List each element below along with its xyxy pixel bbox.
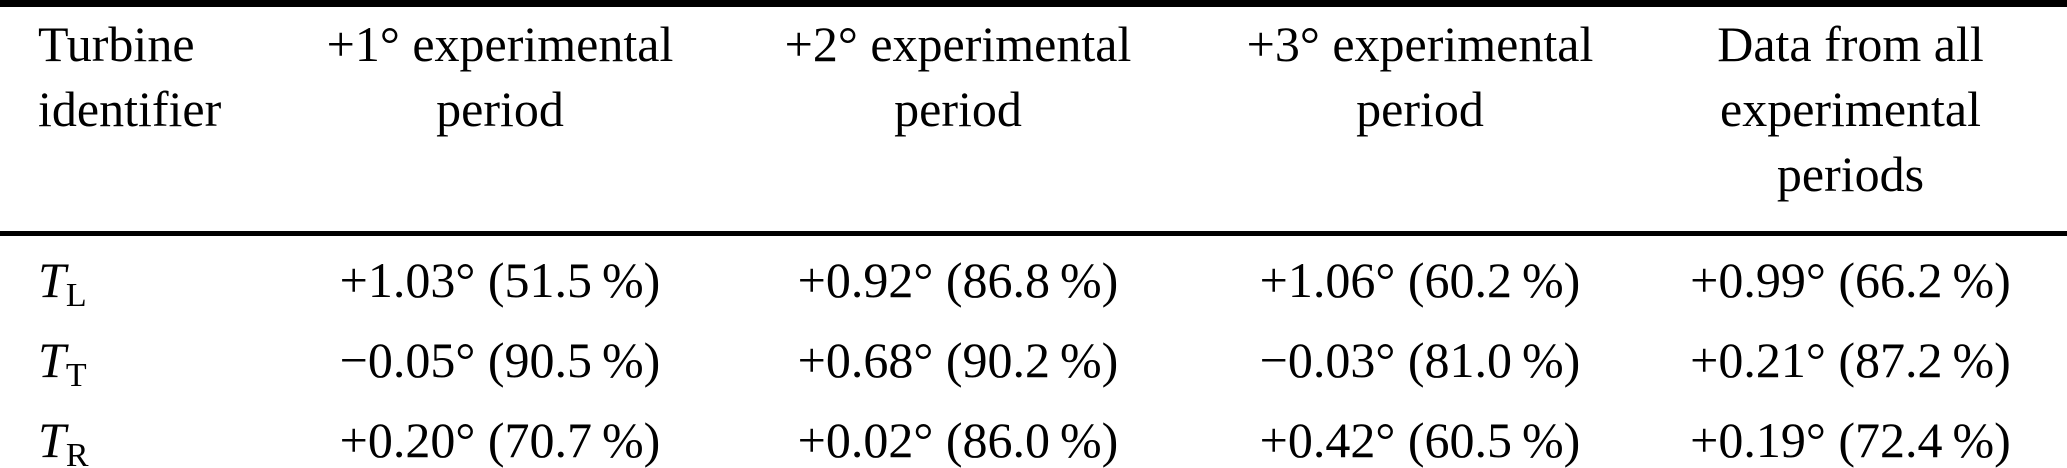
cell-turbine-id: TR xyxy=(0,408,290,468)
column-header-plus2-period: +2° experimental period xyxy=(710,3,1206,236)
cell-turbine-id: TL xyxy=(0,234,290,329)
column-header-plus3-period: +3° experimental period xyxy=(1206,3,1634,236)
cell-value: +1.03° (51.5 %) xyxy=(339,252,661,308)
table-header: Turbine identifier +1° experimental peri… xyxy=(0,3,2067,236)
cell-value: +0.92° (86.8 %) xyxy=(797,252,1119,308)
cell-value: +0.68° (90.2 %) xyxy=(797,332,1119,388)
column-header-turbine-identifier: Turbine identifier xyxy=(0,3,290,236)
cell-value: +0.02° (86.0 %) xyxy=(797,412,1119,468)
turbine-id-base: T xyxy=(38,252,66,308)
turbine-id-base: T xyxy=(38,332,66,388)
cell-value: −0.03° (81.0 %) xyxy=(1259,332,1581,388)
cell-value: −0.05° (90.5 %) xyxy=(339,332,661,388)
turbine-id-subscript: R xyxy=(65,437,89,468)
table-body: TL +1.03° (51.5 %) +0.92° (86.8 %) +1.06… xyxy=(0,234,2067,468)
cell-turbine-id: TT xyxy=(0,328,290,408)
turbine-id-subscript: L xyxy=(65,277,87,314)
header-row: Turbine identifier +1° experimental peri… xyxy=(0,3,2067,236)
cell-value: +0.21° (87.2 %) xyxy=(1690,332,2011,388)
turbine-id-subscript: T xyxy=(65,357,87,394)
cell-value: +1.06° (60.2 %) xyxy=(1259,252,1581,308)
cell-value: +0.99° (66.2 %) xyxy=(1690,252,2011,308)
table-row-tl: TL +1.03° (51.5 %) +0.92° (86.8 %) +1.06… xyxy=(0,234,2067,329)
cell-value: +0.42° (60.5 %) xyxy=(1259,412,1581,468)
column-header-all-periods: Data from all experimental periods xyxy=(1634,3,2067,236)
table-row-tt: TT −0.05° (90.5 %) +0.68° (90.2 %) −0.03… xyxy=(0,328,2067,408)
cell-value: +0.20° (70.7 %) xyxy=(339,412,661,468)
column-header-plus1-period: +1° experimental period xyxy=(290,3,710,236)
cell-value: +0.19° (72.4 %) xyxy=(1690,412,2011,468)
turbine-id-base: T xyxy=(38,412,66,468)
table-row-tr: TR +0.20° (70.7 %) +0.02° (86.0 %) +0.42… xyxy=(0,408,2067,468)
